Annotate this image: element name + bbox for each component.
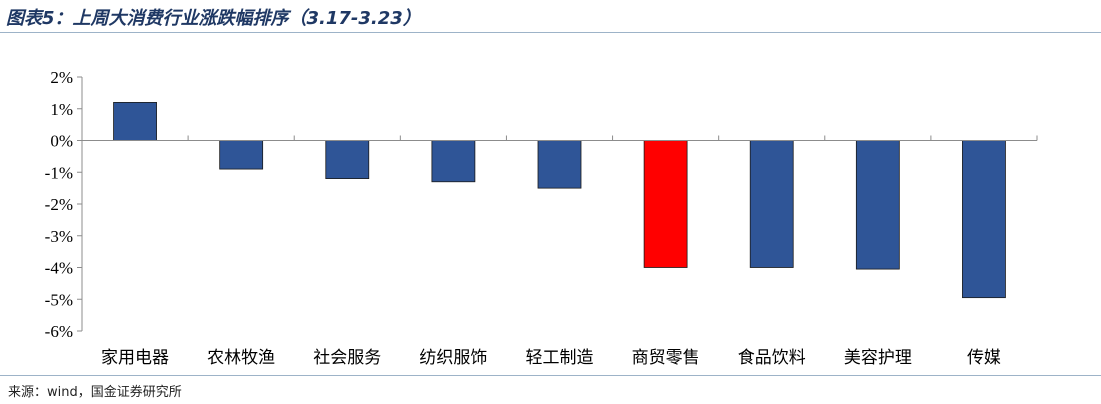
bar-9 <box>962 140 1006 299</box>
category-label-9: 传媒 <box>967 348 1001 368</box>
bar-5 <box>537 140 582 189</box>
bar-2 <box>219 140 264 170</box>
y-axis: 2% 1% 0% -1% -2% -3% -4% -5% -6% <box>45 68 83 341</box>
bar-1 <box>113 102 157 141</box>
category-label-4: 纺织服饰 <box>419 348 487 368</box>
category-label-5: 轻工制造 <box>526 348 594 368</box>
y-tick-label: -2% <box>45 195 73 214</box>
y-tick-label: 2% <box>50 68 73 87</box>
bar-chart: 2% 1% 0% -1% -2% -3% -4% -5% -6% 家用电器 农林牧渔 社会服务 纺织服… <box>45 68 1038 368</box>
bar-6 <box>643 140 688 268</box>
category-label-6: 商贸零售 <box>632 348 700 368</box>
category-label-1: 家用电器 <box>101 348 169 368</box>
y-tick-label: -3% <box>45 227 73 246</box>
chart-title: 图表5：上周大消费行业涨跌幅排序（3.17-3.23） <box>6 8 421 29</box>
y-tick-label: 1% <box>50 100 73 119</box>
y-tick-label: -5% <box>45 290 73 309</box>
category-label-2: 农林牧渔 <box>207 348 275 368</box>
y-tick-label: -6% <box>45 322 73 341</box>
y-tick-label: 0% <box>50 132 73 151</box>
y-tick-label: -1% <box>45 163 73 182</box>
category-label-7: 食品饮料 <box>738 348 806 368</box>
bar-8 <box>855 140 900 270</box>
category-label-8: 美容护理 <box>844 348 912 368</box>
category-label-3: 社会服务 <box>313 348 381 368</box>
bar-7 <box>749 140 794 268</box>
y-tick-label: -4% <box>45 259 73 278</box>
zero-axis <box>81 135 1038 141</box>
source-divider <box>0 375 1101 376</box>
bar-4 <box>431 140 476 183</box>
source-note: 来源：wind，国金证券研究所 <box>8 385 182 400</box>
bar-3 <box>325 140 370 179</box>
category-labels: 家用电器 农林牧渔 社会服务 纺织服饰 轻工制造 商贸零售 食品饮料 美容护理 传媒 <box>101 348 1001 368</box>
bars <box>113 102 1006 299</box>
title-divider <box>0 32 1101 33</box>
